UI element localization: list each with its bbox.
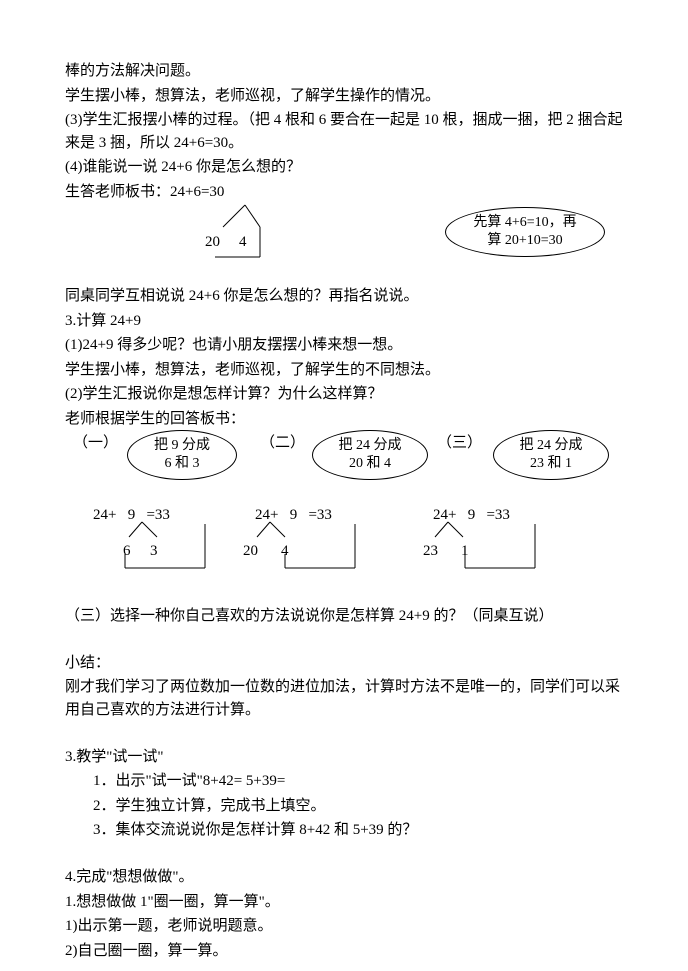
- callout-ellipse: 先算 4+6=10，再 算 20+10=30: [445, 207, 605, 257]
- e1b: 6 和 3: [165, 456, 200, 471]
- hdr-2: （二）: [260, 432, 305, 455]
- eq3a: 24+: [433, 507, 456, 523]
- text: 同桌同学互相说说 24+6 你是怎么想的？再指名说说。: [65, 285, 623, 308]
- num-4: 4: [239, 231, 247, 254]
- eq1a: 24+: [93, 507, 116, 523]
- ellipse-1: 把 9 分成 6 和 3: [127, 430, 237, 480]
- text: 3.计算 24+9: [65, 310, 623, 333]
- text: 棒的方法解决问题。: [65, 60, 623, 83]
- text: 小结：: [65, 652, 623, 675]
- s3a: 23: [423, 540, 438, 563]
- text: 2．学生独立计算，完成书上填空。: [65, 795, 623, 818]
- e2b: 20 和 4: [349, 456, 391, 471]
- num-20: 20: [205, 231, 220, 254]
- callout-text-1: 先算 4+6=10，再: [473, 215, 576, 230]
- eq1b: 9: [128, 507, 136, 523]
- text: (1)24+9 得多少呢？也请小朋友摆摆小棒来想一想。: [65, 334, 623, 357]
- text: (3)学生汇报摆小棒的过程。（把 4 根和 6 要合在一起是 10 根，捆成一捆…: [65, 109, 623, 154]
- text: 1．出示"试一试"8+42= 5+39=: [65, 770, 623, 793]
- text: 2)自己圈一圈，算一算。: [65, 940, 623, 963]
- hdr-1: （一）: [73, 432, 118, 455]
- text: 生答老师板书：24+6=30: [65, 181, 623, 204]
- diagram-1: 20 4 先算 4+6=10，再 算 20+10=30: [65, 205, 623, 285]
- ellipse-2: 把 24 分成 20 和 4: [312, 430, 428, 480]
- e1a: 把 9 分成: [154, 438, 210, 453]
- eq2c: =33: [308, 507, 331, 523]
- eq3c: =33: [486, 507, 509, 523]
- hdr-3: （三）: [437, 432, 482, 455]
- text: 刚才我们学习了两位数加一位数的进位加法，计算时方法不是唯一的，同学们可以采用自己…: [65, 676, 623, 721]
- eq1c: =33: [146, 507, 169, 523]
- text: 学生摆小棒，想算法，老师巡视，了解学生的不同想法。: [65, 359, 623, 382]
- e3b: 23 和 1: [530, 456, 572, 471]
- e3a: 把 24 分成: [520, 438, 583, 453]
- text: 1.想想做做 1"圈一圈，算一算"。: [65, 891, 623, 914]
- text: 老师根据学生的回答板书：: [65, 408, 623, 431]
- text: （三）选择一种你自己喜欢的方法说说你是怎样算 24+9 的？（同桌互说）: [65, 605, 623, 628]
- text: (2)学生汇报说你是想怎样计算？为什么这样算？: [65, 383, 623, 406]
- diagram-2: （一） （二） （三） 把 9 分成 6 和 3 把 24 分成 20 和 4 …: [65, 432, 623, 582]
- ellipse-3: 把 24 分成 23 和 1: [493, 430, 609, 480]
- callout-text-2: 算 20+10=30: [487, 233, 562, 248]
- s2a: 20: [243, 540, 258, 563]
- text: 1)出示第一题，老师说明题意。: [65, 915, 623, 938]
- text: 3.教学"试一试": [65, 746, 623, 769]
- text: 3．集体交流说说你是怎样计算 8+42 和 5+39 的？: [65, 819, 623, 842]
- eq3b: 9: [468, 507, 476, 523]
- eq2a: 24+: [255, 507, 278, 523]
- text: 学生摆小棒，想算法，老师巡视，了解学生操作的情况。: [65, 85, 623, 108]
- eq2b: 9: [290, 507, 298, 523]
- text: (4)谁能说一说 24+6 你是怎么想的？: [65, 156, 623, 179]
- e2a: 把 24 分成: [339, 438, 402, 453]
- text: 4.完成"想想做做"。: [65, 866, 623, 889]
